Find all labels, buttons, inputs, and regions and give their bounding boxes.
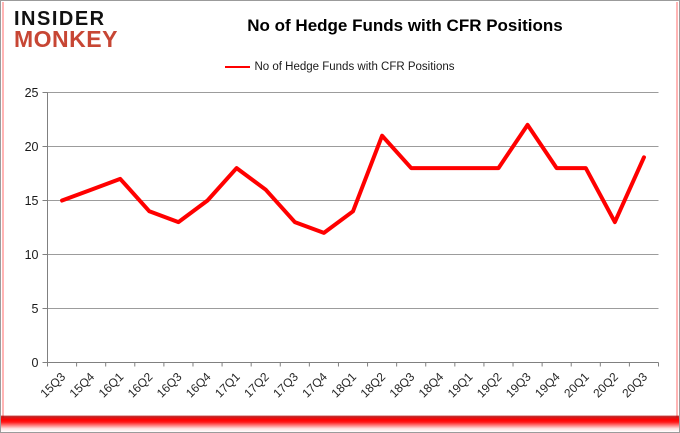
insider-monkey-logo: INSIDER MONKEY [14,8,118,53]
x-axis-tick-label: 18Q4 [416,369,447,400]
x-axis-tick-label: 19Q2 [474,369,505,400]
y-axis-tick-label: 25 [25,86,39,100]
x-axis-tick-label: 18Q1 [328,369,359,400]
x-axis-tick-label: 17Q1 [212,369,243,400]
x-axis-tick-label: 15Q3 [38,369,69,400]
x-axis-tick-label: 18Q2 [358,369,389,400]
x-axis-tick-label: 20Q3 [619,369,650,400]
x-axis-tick-label: 20Q1 [561,369,592,400]
x-axis-tick-label: 19Q1 [445,369,476,400]
y-axis-tick-label: 0 [32,356,39,370]
y-axis-tick-label: 20 [25,140,39,154]
left-accent-border [2,2,4,418]
x-axis-tick-label: 15Q4 [67,369,98,400]
chart-title: No of Hedge Funds with CFR Positions [247,16,563,35]
x-axis-tick-label: 19Q4 [532,369,563,400]
chart-legend: No of Hedge Funds with CFR Positions [1,61,679,73]
y-axis-tick-label: 10 [25,248,39,262]
right-accent-border [676,2,678,418]
y-axis-tick-label: 5 [32,302,39,316]
bottom-red-bar [1,415,679,432]
logo-text-insider: INSIDER [14,8,106,30]
x-axis-tick-label: 17Q3 [270,369,301,400]
series-line [60,122,646,235]
x-axis-tick-label: 16Q3 [154,369,185,400]
x-axis-tick-label: 19Q3 [503,369,534,400]
x-axis-tick-label: 17Q2 [241,369,272,400]
x-axis-tick-label: 20Q2 [590,369,621,400]
x-axis-tick-label: 16Q4 [183,369,214,400]
legend-line-swatch [225,66,251,68]
logo-text-monkey: MONKEY [14,26,118,53]
x-axis-tick-label: 16Q1 [96,369,127,400]
x-axis-tick-label: 18Q3 [387,369,418,400]
y-axis-tick-label: 15 [25,194,39,208]
x-axis-tick-label: 17Q4 [299,369,330,400]
x-axis-tick-label: 16Q2 [125,369,156,400]
legend-label: No of Hedge Funds with CFR Positions [254,61,455,73]
